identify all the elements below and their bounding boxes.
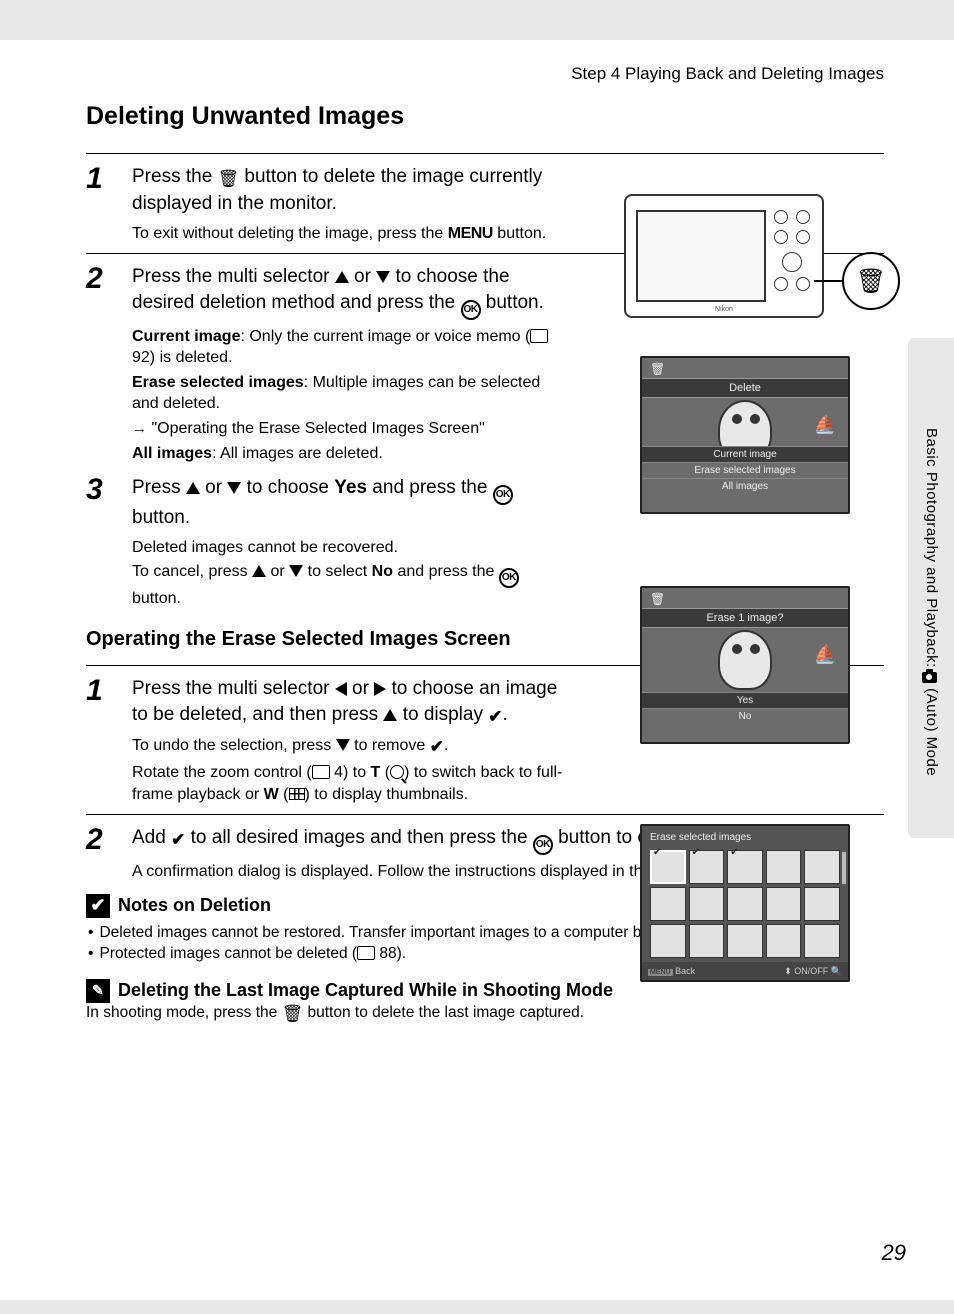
step-note: Current image: Only the current image or… xyxy=(132,326,566,369)
left-icon xyxy=(335,682,347,696)
side-tab: Basic Photography and Playback: (Auto) M… xyxy=(908,338,954,838)
step-number: 1 xyxy=(86,676,118,808)
manual-page: Step 4 Playing Back and Deleting Images … xyxy=(0,40,954,1300)
dialog-title: Erase 1 image? xyxy=(642,608,848,628)
step-instruction: Press or to choose Yes and press the OK … xyxy=(132,475,566,530)
page-ref-icon xyxy=(530,329,548,343)
up-icon xyxy=(383,709,397,721)
menu-option: Current image xyxy=(642,446,848,462)
tip-body: In shooting mode, press the 🗑 button to … xyxy=(86,1003,884,1026)
page-title: Deleting Unwanted Images xyxy=(86,102,884,131)
step-number: 3 xyxy=(86,475,118,612)
step-number: 2 xyxy=(86,264,118,467)
lcd-thumbnail-select: Erase selected images ✔✔✔ MENU Back ⬍ ON… xyxy=(640,824,850,982)
step-note: → "Operating the Erase Selected Images S… xyxy=(132,418,566,440)
ok-icon: OK xyxy=(533,835,553,855)
trash-button-callout: 🗑 xyxy=(842,252,900,310)
ok-icon: OK xyxy=(461,300,481,320)
down-icon xyxy=(289,565,303,577)
ok-icon: OK xyxy=(499,568,519,588)
trash-icon: 🗑 xyxy=(650,592,665,606)
step-number: 2 xyxy=(86,825,118,885)
right-icon xyxy=(374,682,386,696)
dialog-option: No xyxy=(642,708,848,724)
trash-icon: 🗑 xyxy=(218,168,240,191)
warning-icon: ✔ xyxy=(86,894,110,918)
zoom-icon xyxy=(390,765,404,779)
page-ref-icon xyxy=(357,946,375,960)
step-note: Deleted images cannot be recovered. xyxy=(132,537,566,559)
down-icon xyxy=(376,271,390,283)
step-instruction: Press the 🗑 button to delete the image c… xyxy=(132,164,566,217)
step-instruction: Press the multi selector or to choose th… xyxy=(132,264,566,319)
divider xyxy=(86,153,884,154)
camera-illustration: Nikon 🗑 xyxy=(624,194,894,344)
step-note: To undo the selection, press to remove ✔… xyxy=(132,735,566,759)
check-icon: ✔ xyxy=(430,736,444,759)
back-label: MENU Back xyxy=(648,966,695,976)
trash-icon: 🗑 xyxy=(856,267,886,296)
trash-icon: 🗑 xyxy=(650,362,665,376)
down-icon xyxy=(336,739,350,751)
breadcrumb: Step 4 Playing Back and Deleting Images xyxy=(86,64,884,84)
camera-icon xyxy=(922,672,937,683)
arrow-right-icon: → xyxy=(132,419,147,439)
side-tab-label: Basic Photography and Playback: (Auto) M… xyxy=(922,338,940,838)
menu-title: Delete xyxy=(642,378,848,398)
step-note: Rotate the zoom control ( 4) to T () to … xyxy=(132,762,566,805)
step-note: All images: All images are deleted. xyxy=(132,443,566,465)
pencil-icon: ✎ xyxy=(86,979,110,1003)
page-ref-icon xyxy=(312,765,330,779)
step-note: To exit without deleting the image, pres… xyxy=(132,223,566,245)
step-number: 1 xyxy=(86,164,118,247)
menu-option: All images xyxy=(642,478,848,494)
lcd-delete-menu: 🗑 Delete ⛵ Current image Erase selected … xyxy=(640,356,850,514)
divider xyxy=(86,814,884,815)
menu-option: Erase selected images xyxy=(642,462,848,478)
lcd-confirm-dialog: 🗑 Erase 1 image? ⛵ Yes No xyxy=(640,586,850,744)
step-instruction: Press the multi selector or to choose an… xyxy=(132,676,566,729)
page-number: 29 xyxy=(882,1240,906,1266)
onoff-label: ⬍ ON/OFF 🔍 xyxy=(784,966,842,977)
up-icon xyxy=(186,482,200,494)
down-icon xyxy=(227,482,241,494)
scrollbar xyxy=(842,852,846,958)
screen-title: Erase selected images xyxy=(642,826,848,849)
tip-heading: ✎ Deleting the Last Image Captured While… xyxy=(86,979,884,1003)
up-icon xyxy=(252,565,266,577)
up-icon xyxy=(335,271,349,283)
dialog-option: Yes xyxy=(642,692,848,708)
ok-icon: OK xyxy=(493,485,513,505)
step-note: Erase selected images: Multiple images c… xyxy=(132,372,566,415)
check-icon: ✔ xyxy=(171,829,185,852)
thumbnail-icon xyxy=(289,788,305,800)
check-icon: ✔ xyxy=(488,706,502,729)
step-note: To cancel, press or to select No and pre… xyxy=(132,561,566,609)
trash-icon: 🗑 xyxy=(282,1003,304,1026)
